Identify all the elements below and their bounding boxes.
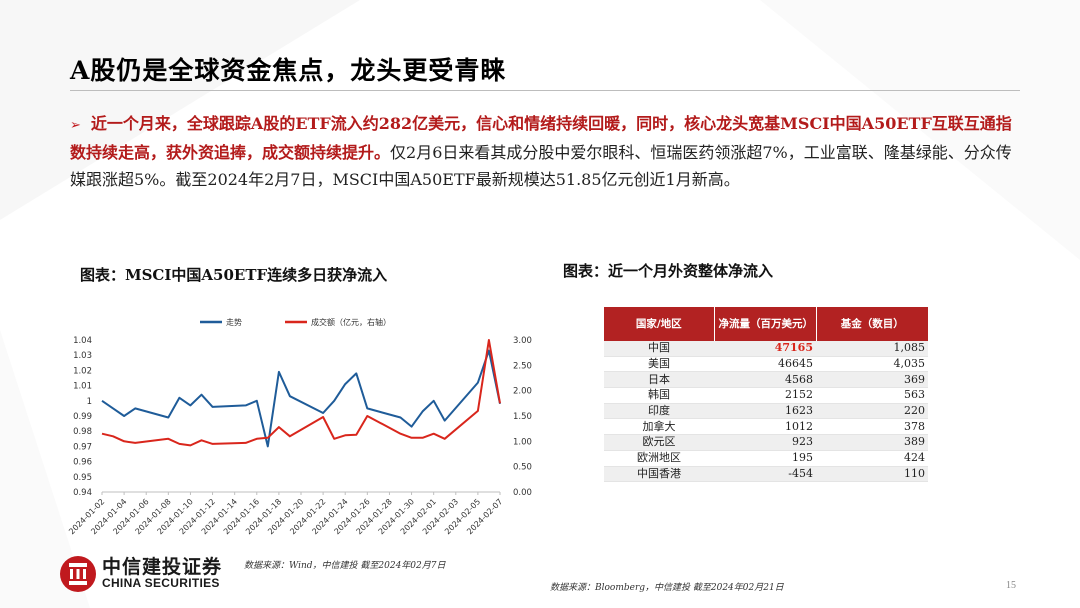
row-region: 日本 (604, 371, 714, 389)
table-row: 加拿大 1012 378 (604, 418, 928, 436)
page-number: 15 (1006, 580, 1016, 591)
row-region: 韩国 (604, 387, 714, 404)
row-net-flow: 4568 (714, 371, 816, 389)
row-fund-count: 4,035 (816, 356, 928, 373)
y-right-tick-label: 0.00 (513, 488, 532, 498)
row-net-flow: 195 (714, 450, 816, 467)
row-region: 美国 (604, 356, 714, 373)
y-left-tick-label: 0.96 (73, 458, 92, 468)
a50-etf-chart: 走势 成交额（亿元，右轴） 0.94 0.95 0.96 0.97 0.98 0.99 1 1.… (67, 317, 532, 536)
series-line-trend (101, 349, 501, 448)
table-row: 中国 47165 1,085 (604, 341, 928, 357)
right-figure-title: 图表：近一个月外资整体净流入 (563, 262, 774, 280)
table-row: 欧洲地区 195 424 (604, 450, 928, 467)
legend-label: 成交额（亿元，右轴） (311, 317, 391, 327)
header-net-flow: 净流量（百万美元） (714, 307, 817, 341)
row-net-flow: 2152 (714, 387, 816, 404)
y-right-tick-label: 1.00 (513, 437, 532, 447)
y-left-tick-label: 0.97 (73, 442, 92, 452)
table-row: 中国香港 -454 110 (604, 466, 928, 483)
chart-legend: 走势 成交额（亿元，右轴） (200, 317, 391, 327)
table-row: 欧元区 923 389 (604, 434, 928, 451)
paragraph-body: 仅2月6日来看其成分股中爱尔眼科、恒瑞医药领涨超7%，工业富联、隆基绿能、分众传… (70, 143, 1012, 189)
table-row: 韩国 2152 563 (604, 387, 928, 404)
row-net-flow: 1012 (714, 418, 816, 436)
bullet-arrow-icon: ➢ (70, 118, 81, 133)
y-left-tick-label: 1 (87, 397, 92, 407)
right-figure-source: 数据来源：Bloomberg，中信建投 截至2024年02月21日 (550, 583, 784, 593)
row-net-flow: 46645 (714, 356, 816, 373)
row-net-flow: 47165 (714, 341, 816, 357)
header-fund-count: 基金（数目） (816, 307, 928, 341)
y-left-tick-label: 1.04 (73, 336, 92, 346)
table-row: 美国 46645 4,035 (604, 356, 928, 373)
y-left-tick-label: 1.02 (73, 366, 92, 376)
row-net-flow: 1623 (714, 403, 816, 420)
row-region: 中国香港 (604, 466, 714, 483)
table-row: 印度 1623 220 (604, 403, 928, 420)
table-header-row: 国家/地区 净流量（百万美元） 基金（数目） (604, 307, 928, 341)
summary-paragraph: ➢ 近一个月来，全球跟踪A股的ETF流入约282亿美元，信心和情绪持续回暖，同时，… (70, 110, 1015, 193)
header-region: 国家/地区 (604, 307, 715, 341)
y-left-tick-label: 0.94 (73, 488, 92, 498)
y-left-tick-label: 0.95 (73, 473, 92, 483)
title-divider (70, 90, 1020, 91)
legend-label: 走势 (226, 317, 242, 327)
y-right-tick-label: 2.00 (513, 387, 532, 397)
chart-axes: 0.94 0.95 0.96 0.97 0.98 0.99 1 1.01 1.02 1.03 1.0… (67, 336, 532, 536)
row-fund-count: 424 (816, 450, 928, 467)
y-left-tick-label: 1.03 (73, 351, 92, 361)
logo-chinese-name: 中信建投证券 (102, 556, 223, 578)
paragraph-highlight: 近一个月来，全球跟踪A股的ETF流入约282亿美元，信心和情绪持续回暖，同时，核… (70, 114, 1012, 162)
etf-flows-table: 国家/地区 净流量（百万美元） 基金（数目） 中国 47165 1,085 美国 466… (604, 307, 928, 483)
row-fund-count: 369 (816, 371, 928, 389)
series-line-turnover (101, 339, 501, 447)
row-region: 欧元区 (604, 434, 714, 451)
slide-title: A股仍是全球资金焦点，龙头更受青睐 (70, 56, 507, 85)
y-left-tick-label: 1.01 (73, 382, 92, 392)
row-net-flow: -454 (714, 466, 816, 483)
logo-english-name: CHINA SECURITIES (102, 576, 220, 590)
left-figure-title: 图表：MSCI中国A50ETF连续多日获净流入 (80, 266, 388, 284)
row-fund-count: 110 (816, 466, 928, 483)
row-fund-count: 378 (816, 418, 928, 436)
table-row: 日本 4568 369 (604, 371, 928, 389)
row-region: 中国 (604, 341, 714, 357)
citic-logo-icon (60, 556, 96, 592)
y-right-tick-label: 0.50 (513, 463, 532, 473)
y-left-tick-label: 0.99 (73, 412, 92, 422)
y-left-tick-label: 0.98 (73, 427, 92, 437)
row-region: 印度 (604, 403, 714, 420)
y-right-tick-label: 1.50 (513, 412, 532, 422)
row-net-flow: 923 (714, 434, 816, 451)
row-fund-count: 563 (816, 387, 928, 404)
left-figure-source: 数据来源：Wind，中信建投 截至2024年02月7日 (244, 561, 446, 571)
row-region: 加拿大 (604, 418, 714, 436)
row-fund-count: 220 (816, 403, 928, 420)
y-right-tick-label: 2.50 (513, 361, 532, 371)
company-logo: 中信建投证券 CHINA SECURITIES (58, 552, 238, 598)
row-fund-count: 389 (816, 434, 928, 451)
row-region: 欧洲地区 (604, 450, 714, 467)
chart-series (101, 339, 501, 448)
row-fund-count: 1,085 (816, 341, 928, 357)
y-right-tick-label: 3.00 (513, 336, 532, 346)
